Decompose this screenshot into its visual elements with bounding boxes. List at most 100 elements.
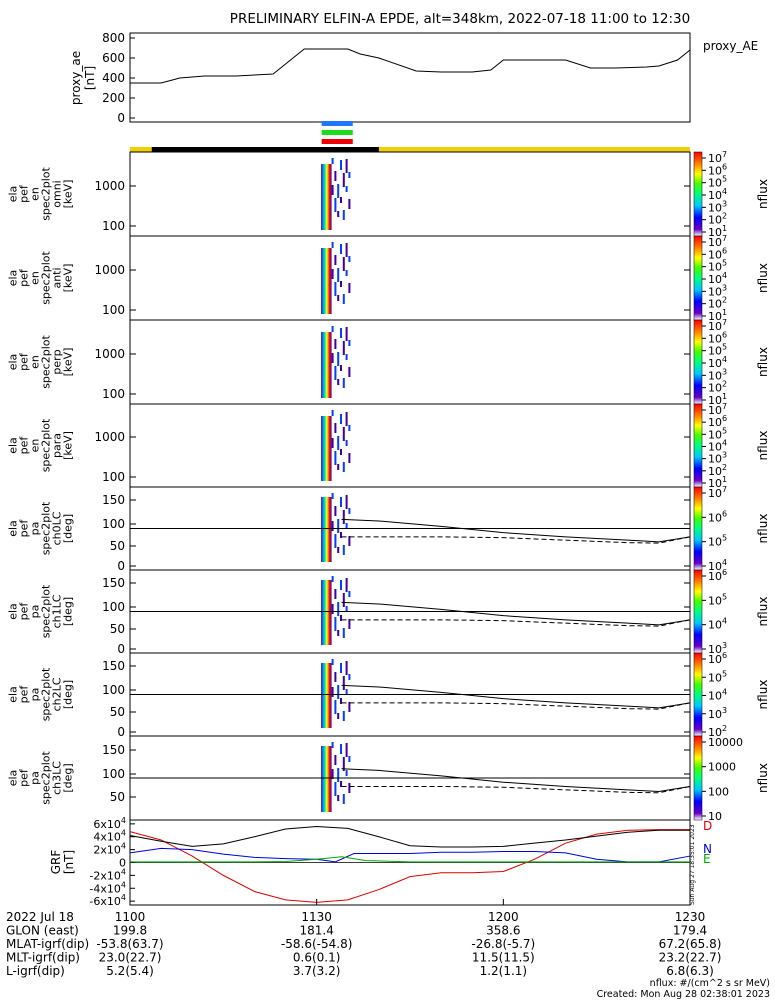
spectrogram-speck bbox=[348, 256, 351, 262]
ytick-label: 100 bbox=[102, 517, 125, 531]
colorbar-tick-label: 107 bbox=[708, 318, 727, 333]
figure-title: PRELIMINARY ELFIN-A EPDE, alt=348km, 202… bbox=[230, 11, 690, 27]
grf-series-E bbox=[130, 856, 690, 863]
spectrogram-speck bbox=[331, 687, 334, 697]
panel-ylabel: elapefenspec2plotanti[keV] bbox=[7, 251, 75, 305]
colorbar-tick-label: 105 bbox=[708, 259, 727, 274]
spectrogram-speck bbox=[340, 532, 342, 538]
colorbar-tick-label: 104 bbox=[708, 439, 727, 454]
colorbar-tick-label: 103 bbox=[708, 706, 727, 721]
colorbar-tick-label: 100 bbox=[708, 785, 729, 798]
colorbar-label: nflux bbox=[756, 680, 770, 710]
colorbar-tick-label: 104 bbox=[708, 271, 727, 286]
pa-overlay-solid bbox=[341, 518, 691, 543]
footer-created: Created: Mon Aug 28 02:38:01 2023 bbox=[597, 989, 770, 1000]
colorbar bbox=[693, 486, 703, 571]
spectrogram-speck bbox=[342, 628, 345, 638]
spectrogram-speck bbox=[337, 211, 340, 217]
spectrogram-speck bbox=[345, 159, 348, 173]
spectrogram-speck bbox=[334, 366, 337, 380]
spectrogram-speck bbox=[342, 257, 345, 271]
orbit-row-value: 3.7(3.2) bbox=[293, 964, 341, 978]
colorbar-tick-label: 102 bbox=[708, 463, 727, 478]
pa-overlay-dashed bbox=[341, 785, 691, 794]
spectrogram-speck bbox=[342, 462, 345, 472]
colorbar-tick-label: 102 bbox=[708, 724, 727, 739]
panel-ylabel: elapefpaspec2plotch3LC[deg] bbox=[7, 751, 75, 805]
spectrogram-speck bbox=[337, 768, 340, 782]
ytick-label: 0 bbox=[117, 642, 125, 656]
spectrogram-panel-ela_pef_en_spec2plot_perp: 1001000elapefenspec2plotperp[keV]1011021… bbox=[7, 318, 771, 407]
spectrogram-speck bbox=[337, 379, 340, 385]
grf-ytick-label: 6x104 bbox=[93, 816, 126, 831]
colorbar-tick-label: 105 bbox=[708, 534, 727, 549]
spectrogram-speck bbox=[348, 756, 351, 762]
colorbar-tick-label: 104 bbox=[708, 558, 727, 573]
spectrogram-speck bbox=[345, 578, 348, 592]
spectrogram-speck bbox=[337, 630, 340, 636]
colorbar-tick-label: 104 bbox=[708, 187, 727, 202]
colorbar bbox=[693, 151, 703, 237]
ytick-label: 150 bbox=[102, 576, 125, 590]
colorbar bbox=[693, 652, 703, 737]
spectrogram-speck bbox=[342, 210, 345, 220]
spectrogram-burst bbox=[321, 746, 332, 812]
spectrogram-speck bbox=[331, 659, 334, 665]
spectrogram-speck bbox=[342, 593, 345, 607]
pa-overlay-solid bbox=[341, 601, 691, 626]
panel-ylabel: elapefenspec2plotperp[keV] bbox=[7, 335, 75, 389]
orbit-row-value: -58.6(-54.8) bbox=[281, 937, 352, 951]
spectrogram-speck bbox=[334, 255, 337, 265]
spectrogram-speck bbox=[345, 186, 348, 192]
colorbar-tick-label: 10 bbox=[708, 810, 722, 823]
spectrogram-speck bbox=[340, 160, 342, 170]
ephemeris-bar-black bbox=[151, 147, 379, 152]
spectrogram-speck bbox=[337, 352, 340, 366]
spectrogram-panel-ela_pef_pa_spec2plot_ch2LC: 0 50 100 150 elapefpaspec2plotch2LC[deg] 102 1… bbox=[7, 651, 771, 739]
colorbar-tick-label: 104 bbox=[708, 617, 727, 632]
spectrogram-speck bbox=[348, 367, 351, 377]
panel-frame bbox=[129, 151, 691, 237]
spectrogram-speck bbox=[340, 414, 342, 424]
ytick-label: 100 bbox=[102, 767, 125, 781]
spectrogram-speck bbox=[345, 661, 348, 675]
colorbar-tick-label: 103 bbox=[708, 451, 727, 466]
colorbar bbox=[693, 319, 703, 405]
spectrogram-speck bbox=[345, 270, 348, 276]
colorbar-label: nflux bbox=[756, 179, 770, 209]
colorbar-tick-label: 103 bbox=[708, 367, 727, 382]
spectrogram-speck bbox=[342, 173, 345, 187]
colorbar-tick-label: 10000 bbox=[708, 736, 743, 749]
spectrogram-burst bbox=[321, 248, 332, 314]
spectrogram-speck bbox=[334, 782, 337, 796]
spectrogram-speck bbox=[334, 755, 337, 765]
spectrogram-speck bbox=[334, 451, 337, 465]
status-bar-green bbox=[321, 130, 353, 135]
ytick-label: 150 bbox=[102, 659, 125, 673]
status-bar-red bbox=[321, 139, 353, 144]
orbit-row-label: L-igrf(dip) bbox=[6, 964, 65, 978]
orbit-row-label: 2022 Jul 18 bbox=[6, 910, 74, 924]
spectrogram-speck bbox=[345, 243, 348, 257]
colorbar-tick-label: 102 bbox=[708, 296, 727, 311]
colorbar bbox=[693, 235, 703, 321]
colorbar-tick-label: 107 bbox=[708, 150, 727, 165]
panel-ylabel: elapefenspec2plotomni[keV] bbox=[7, 167, 75, 221]
colorbar bbox=[693, 735, 703, 821]
grf-legend-D: D bbox=[703, 819, 712, 833]
orbit-row-value: 11.5(11.5) bbox=[472, 951, 535, 965]
spectrogram-speck bbox=[334, 198, 337, 212]
orbit-row-label: MLT-igrf(dip) bbox=[6, 951, 80, 965]
spectrogram-speck bbox=[342, 757, 345, 771]
ytick-label: 50 bbox=[110, 539, 125, 553]
orbit-row-value: 1230 bbox=[675, 910, 706, 924]
panel-ylabel: elapefpaspec2plotch2LC[deg] bbox=[7, 667, 75, 721]
colorbar-tick-label: 102 bbox=[708, 212, 727, 227]
colorbar-tick-label: 106 bbox=[708, 651, 727, 666]
spectrogram-speck bbox=[342, 378, 345, 388]
footer-units: nflux: #/(cm^2 s sr MeV) bbox=[650, 978, 770, 989]
spectrogram-speck bbox=[340, 744, 342, 754]
colorbar-tick-label: 106 bbox=[708, 246, 727, 261]
spectrogram-speck bbox=[345, 606, 348, 612]
